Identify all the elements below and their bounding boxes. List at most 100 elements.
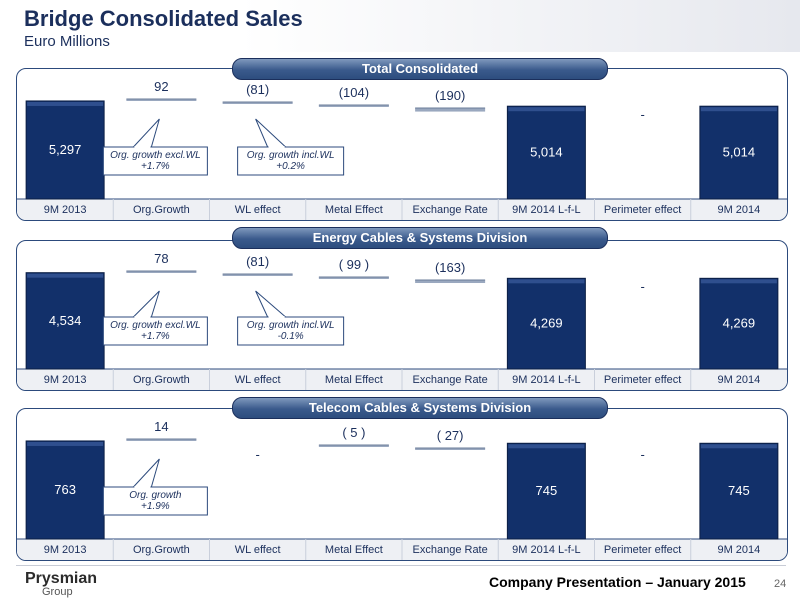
callout-joint [268, 316, 285, 319]
callout-wl-effect: Org. growth incl.WL+0.2% [237, 118, 345, 176]
value-label-org-growth: 92 [154, 79, 168, 94]
category-label-perimeter-effect: Perimeter effect [604, 204, 681, 216]
bar-9m-2013 [25, 100, 105, 200]
page-title: Bridge Consolidated Sales [24, 6, 303, 31]
category-label-9m-2014-l-f-l: 9M 2014 L-f-L [512, 204, 580, 216]
callout-joint [268, 146, 285, 149]
bar-9m-2014 [699, 442, 779, 540]
value-label-metal-effect: (104) [339, 85, 369, 100]
callout-org-growth: Org. growth excl.WL+1.7% [102, 118, 208, 176]
callout-text: Org. growth [129, 490, 182, 501]
step-metal-effect [318, 445, 389, 447]
callout-box [102, 146, 208, 176]
category-label-9m-2014: 9M 2014 [717, 544, 760, 556]
value-label-9m-2014-l-f-l: 4,269 [530, 316, 563, 331]
panel-header-total: Total Consolidated [232, 58, 608, 80]
category-label-exchange-rate: Exchange Rate [413, 374, 488, 386]
callout-text: -0.1% [278, 331, 304, 342]
category-label-metal-effect: Metal Effect [325, 374, 383, 386]
bar-9m-2014-l-f-l [506, 442, 586, 540]
value-label-9m-2013: 5,297 [49, 142, 82, 157]
category-label-9m-2013: 9M 2013 [44, 544, 87, 556]
callout-box [237, 146, 345, 176]
category-label-9m-2014-l-f-l: 9M 2014 L-f-L [512, 374, 580, 386]
callout-text: Org. growth incl.WL [247, 150, 335, 161]
category-label-wl-effect: WL effect [235, 544, 281, 556]
callout-pointer [255, 290, 286, 318]
bar-highlight-9m-2013 [27, 273, 104, 278]
callout-joint [134, 146, 151, 149]
value-label-9m-2013: 4,534 [49, 313, 82, 328]
footer-divider [16, 565, 786, 566]
category-label-org-growth: Org.Growth [133, 544, 190, 556]
callout-joint [134, 316, 151, 319]
category-label-metal-effect: Metal Effect [325, 204, 383, 216]
callout-text: +0.2% [276, 161, 305, 172]
bar-highlight-9m-2014 [700, 107, 777, 112]
panel-total: 9M 2013 Org.Growth WL effect Metal Effect Ex… [16, 68, 788, 221]
category-label-metal-effect: Metal Effect [325, 544, 383, 556]
value-label-exchange-rate: ( 27) [437, 428, 464, 443]
chart-total: 9M 2013 Org.Growth WL effect Metal Effect Ex… [17, 79, 787, 220]
callout-org-growth: Org. growth+1.9% [102, 458, 208, 516]
chart-telecom: 9M 2013 Org.Growth WL effect Metal Effect Ex… [17, 419, 787, 560]
category-label-wl-effect: WL effect [235, 374, 281, 386]
step-exchange-rate [415, 448, 486, 450]
category-label-9m-2013: 9M 2013 [44, 204, 87, 216]
logo: Prysmian [25, 570, 98, 587]
value-label-perimeter-effect: - [640, 107, 644, 122]
bar-highlight-9m-2014-l-f-l [508, 279, 585, 284]
step-metal-effect [318, 277, 389, 279]
callout-box [102, 486, 208, 516]
page-subtitle: Euro Millions [24, 33, 110, 50]
step-org-growth [126, 439, 197, 441]
bar-highlight-9m-2014-l-f-l [508, 444, 585, 449]
value-label-exchange-rate: (190) [435, 88, 465, 103]
step-org-growth [126, 99, 197, 101]
bar-9m-2013 [25, 440, 105, 540]
category-label-perimeter-effect: Perimeter effect [604, 374, 681, 386]
step-exchange-rate [415, 280, 486, 284]
callout-text: Org. growth excl.WL [110, 320, 201, 331]
panel-telecom: 9M 2013 Org.Growth WL effect Metal Effect Ex… [16, 408, 788, 561]
step-metal-effect [318, 105, 389, 107]
bar-highlight-9m-2013 [27, 441, 104, 446]
step-exchange-rate [415, 108, 486, 112]
footer-text: Company Presentation – January 2015 [489, 574, 746, 590]
chart-energy: 9M 2013 Org.Growth WL effect Metal Effect Ex… [17, 251, 787, 390]
bar-highlight-9m-2014 [700, 444, 777, 449]
value-label-perimeter-effect: - [640, 447, 644, 462]
value-label-wl-effect: (81) [246, 254, 269, 269]
value-label-9m-2013: 763 [54, 482, 76, 497]
panel-header-energy: Energy Cables & Systems Division [232, 227, 608, 249]
value-label-9m-2014-l-f-l: 745 [536, 483, 558, 498]
bar-9m-2013 [25, 272, 105, 370]
category-label-9m-2014: 9M 2014 [717, 204, 760, 216]
callout-text: +1.7% [141, 331, 170, 342]
panel-header-telecom: Telecom Cables & Systems Division [232, 397, 608, 419]
bar-highlight-9m-2013 [27, 101, 104, 106]
callout-wl-effect: Org. growth incl.WL-0.1% [237, 290, 345, 346]
callout-pointer [133, 290, 160, 318]
category-label-9m-2013: 9M 2013 [44, 374, 87, 386]
category-label-perimeter-effect: Perimeter effect [604, 544, 681, 556]
callout-org-growth: Org. growth excl.WL+1.7% [102, 290, 208, 346]
value-label-9m-2014: 4,269 [723, 316, 756, 331]
value-label-wl-effect: (81) [246, 82, 269, 97]
bar-9m-2014 [699, 105, 779, 200]
category-label-9m-2014: 9M 2014 [717, 374, 760, 386]
step-org-growth [126, 271, 197, 273]
value-label-org-growth: 78 [154, 251, 168, 266]
category-label-exchange-rate: Exchange Rate [413, 544, 488, 556]
bar-9m-2014-l-f-l [506, 277, 586, 370]
callout-box [102, 316, 208, 346]
callout-text: +1.9% [141, 501, 170, 512]
category-label-exchange-rate: Exchange Rate [413, 204, 488, 216]
panel-energy: 9M 2013 Org.Growth WL effect Metal Effect Ex… [16, 240, 788, 391]
value-label-metal-effect: ( 5 ) [342, 425, 365, 440]
category-label-org-growth: Org.Growth [133, 374, 190, 386]
category-label-wl-effect: WL effect [235, 204, 281, 216]
callout-box [237, 316, 345, 346]
callout-text: Org. growth excl.WL [110, 150, 201, 161]
category-label-org-growth: Org.Growth [133, 204, 190, 216]
